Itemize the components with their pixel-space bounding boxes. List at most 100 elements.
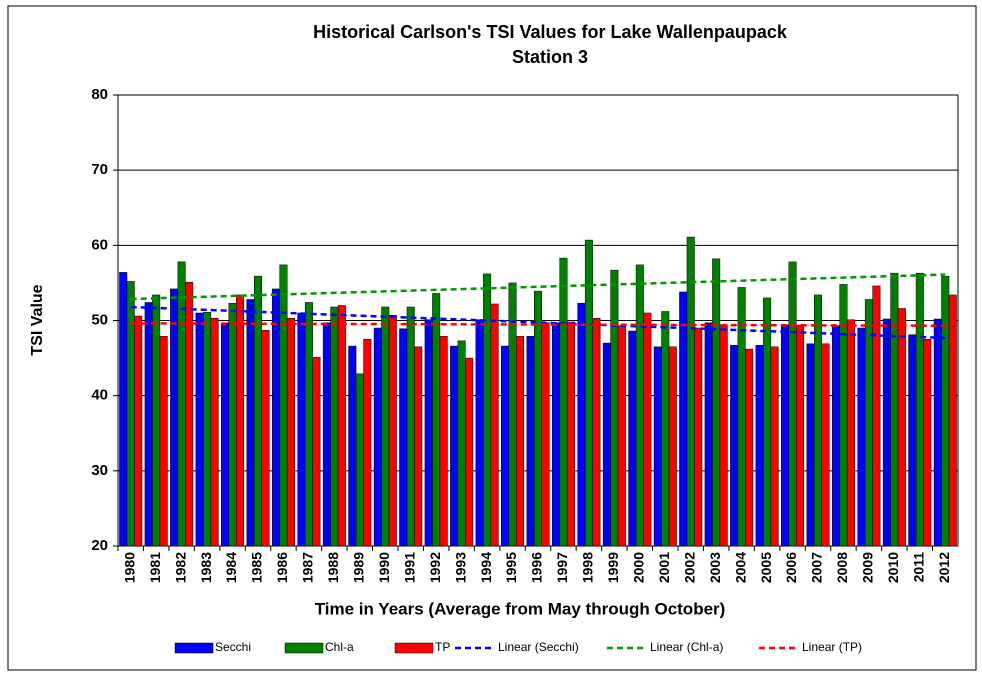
bar [908,334,917,547]
bar [414,346,423,547]
x-tick-label: 1988 [325,552,341,583]
x-tick-label: 1992 [427,552,443,583]
bar [610,269,619,547]
x-tick-label: 1984 [223,552,239,583]
bar [388,314,397,547]
y-tick-label: 40 [91,387,108,404]
x-tick-label: 2006 [783,552,799,583]
legend-label: Chl-a [325,640,354,654]
y-tick-label: 50 [91,311,108,328]
bar [534,290,542,547]
x-axis-label: Time in Years (Average from May through … [315,599,726,618]
y-tick-label: 60 [91,236,108,253]
trend-line [130,322,946,327]
bar [406,306,415,547]
bar [271,288,280,547]
bar [475,319,484,547]
legend-label: Secchi [215,640,251,654]
x-tick-label: 1989 [351,552,367,583]
bar [577,302,586,547]
x-tick-label: 1981 [147,552,163,583]
bar [831,325,840,547]
bar [821,343,830,547]
bar [337,305,346,547]
bar [882,318,891,547]
y-tick-label: 70 [91,161,108,178]
x-tick-label: 1998 [580,552,596,583]
x-tick-label: 2009 [860,552,876,583]
bar [279,264,288,547]
bar [399,328,408,547]
bar [872,285,881,547]
bar [890,272,899,547]
x-tick-label: 1990 [376,552,392,583]
x-tick-label: 2004 [732,552,748,583]
bar [915,272,924,547]
x-tick-label: 2008 [834,552,850,583]
bar [661,311,670,547]
bar [210,317,219,547]
bar [501,345,510,547]
bar [432,293,441,547]
y-tick-label: 80 [91,86,108,103]
x-tick-label: 1982 [172,552,188,583]
bar [668,346,677,547]
x-tick-label: 1993 [452,552,468,583]
x-tick-label: 1997 [554,552,570,583]
bar [373,327,382,547]
bar [322,322,331,547]
legend-label: Linear (TP) [802,640,862,654]
bar [457,340,466,547]
trend-line [130,305,946,340]
bar [261,330,270,547]
bar [516,336,525,547]
bar [730,345,739,547]
bar [541,322,550,547]
x-tick-label: 2001 [656,552,672,583]
x-tick-label: 2002 [681,552,697,583]
legend-label: Linear (Chl-a) [650,640,723,654]
bar [781,324,790,547]
bar [806,343,815,547]
bar [119,272,128,547]
bar [897,308,906,547]
legend-swatch [284,642,324,654]
y-axis-label: TSI Value [29,284,46,355]
bar [159,336,168,547]
bar [653,346,662,547]
bar [304,302,313,547]
bar [203,311,212,547]
bar [602,342,611,547]
bar [195,312,204,547]
chart-subtitle: Station 3 [512,47,588,67]
x-tick-label: 1995 [503,552,519,583]
x-tick-label: 1983 [198,552,214,583]
x-tick-label: 2011 [911,552,927,583]
bar [551,322,560,547]
bar [312,357,321,547]
x-tick-label: 2010 [885,552,901,583]
bar [228,302,237,547]
x-tick-label: 1991 [401,552,417,583]
bar [126,281,135,547]
bar [144,302,153,547]
bar [617,325,626,547]
bar [566,321,575,547]
bar [846,319,855,547]
bar [424,319,433,547]
bar [763,297,772,547]
x-tick-label: 2000 [631,552,647,583]
bar [363,339,372,547]
y-tick-label: 20 [91,537,108,554]
bar [679,291,688,547]
x-tick-label: 1994 [478,552,494,583]
y-tick-label: 30 [91,462,108,479]
legend-swatch [394,642,434,654]
bar [592,317,601,547]
x-tick-label: 2012 [936,552,952,583]
legend-label: Linear (Secchi) [498,640,579,654]
trend-line [130,273,946,301]
x-tick-label: 2007 [809,552,825,583]
bar [490,303,499,547]
